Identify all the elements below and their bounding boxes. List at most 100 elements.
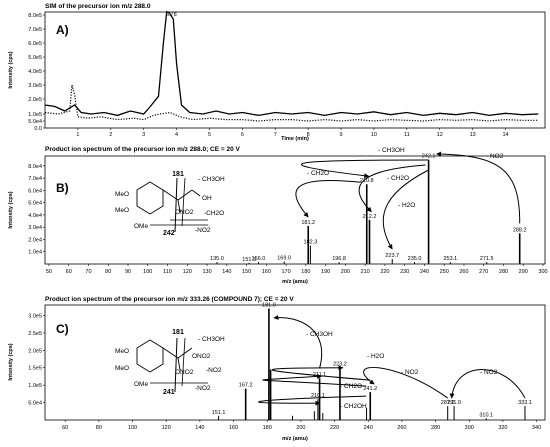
x-tick-label: 80 <box>96 425 102 431</box>
structure-label: MeO <box>115 191 129 198</box>
arrow-242-to-212 <box>358 164 426 213</box>
chain-bond <box>191 189 201 197</box>
y-axis-label: Intensity (cps) <box>8 51 14 88</box>
structure-label: OMe <box>134 381 148 388</box>
y-tick-label: 7.0e5 <box>28 27 42 33</box>
series-line-dotted <box>44 84 539 122</box>
x-tick-label: 6 <box>241 132 244 138</box>
structure-label: MeO <box>115 348 129 355</box>
peak-label: 212.2 <box>363 214 377 220</box>
chain-bond <box>162 347 179 359</box>
x-tick-label: 270 <box>479 269 488 275</box>
peak-label: 223.2 <box>333 362 347 368</box>
peak-label: 253.1 <box>443 256 457 262</box>
x-tick-label: 240 <box>420 269 429 275</box>
x-tick-label: 210 <box>361 269 370 275</box>
peak-label: 3.78 <box>166 12 177 18</box>
peak-label: 291.0 <box>447 400 461 406</box>
x-tick-label: 180 <box>263 425 272 431</box>
x-tick-label: 11 <box>404 132 410 138</box>
annotation-loss: - CH2O <box>387 175 409 182</box>
panel-b-frame <box>44 155 546 265</box>
x-axis-label: m/z (amu) <box>282 279 308 285</box>
x-axis-label: m/z (amu) <box>282 436 308 442</box>
structure-label: - CH3OH <box>198 336 225 343</box>
structure-label: - CH3OH <box>198 176 225 183</box>
x-tick-label: 100 <box>128 425 137 431</box>
cleavage-line <box>174 337 178 393</box>
annotation-loss: - NO2 <box>486 153 504 160</box>
x-tick-label: 14 <box>502 132 508 138</box>
cleavage-line <box>181 337 186 387</box>
structure-label: 181 <box>172 171 184 178</box>
x-tick-label: 9 <box>340 132 343 138</box>
panel-b-title: Product ion spectrum of the precursor io… <box>45 146 241 153</box>
panel-c-frame <box>44 304 546 421</box>
x-tick-label: 60 <box>62 425 68 431</box>
y-tick-label: 1.0e5 <box>28 112 42 118</box>
y-tick-label: 2.0e4 <box>28 237 42 243</box>
x-tick-label: 140 <box>222 269 231 275</box>
peak-label: 151.1 <box>212 410 226 416</box>
annotation-loss: - CH2O <box>307 170 329 177</box>
annotation-loss: - CH3OH <box>306 331 333 338</box>
x-tick-label: 10 <box>371 132 377 138</box>
x-axis-label: Time (min) <box>281 136 309 142</box>
x-tick-label: 280 <box>499 269 508 275</box>
structure-label: -NO2 <box>195 385 211 392</box>
x-tick-label: 250 <box>440 269 449 275</box>
annotation-loss: - CH2O <box>340 383 362 390</box>
x-tick-label: 200 <box>296 425 305 431</box>
x-tick-label: 160 <box>262 269 271 275</box>
cleavage-line <box>181 177 186 227</box>
panel-c-chart: Product ion spectrum of the precursor io… <box>8 296 546 442</box>
peak-label: 181.0 <box>262 302 276 308</box>
x-tick-label: 260 <box>397 425 406 431</box>
y-tick-label: 3.0e4 <box>28 225 42 231</box>
peak-label: 135.0 <box>210 256 224 262</box>
y-tick-label: 3.0e5 <box>28 83 42 89</box>
x-tick-label: 150 <box>242 269 251 275</box>
arrow-333-to-287 <box>449 369 526 399</box>
cleavage-line <box>174 177 178 233</box>
y-tick-label: 0.0 <box>34 126 42 132</box>
x-tick-label: 170 <box>282 269 291 275</box>
annotation-loss: - CH2OH <box>340 403 367 410</box>
y-axis-label: Intensity (cps) <box>8 343 14 380</box>
x-tick-label: 80 <box>105 269 111 275</box>
chain-bond <box>177 357 181 371</box>
x-tick-label: 70 <box>85 269 91 275</box>
x-tick-label: 220 <box>380 269 389 275</box>
y-tick-label: 1.0e5 <box>28 383 42 389</box>
structure-label: 242 <box>163 230 175 237</box>
annotation-loss: - H2O <box>398 202 415 209</box>
structure-label: MeO <box>115 207 129 214</box>
arrow-211-to-181 <box>273 315 323 369</box>
chain-bond <box>162 189 179 201</box>
peak-label: 235.0 <box>408 256 422 262</box>
structure-label: -NO2 <box>206 367 222 374</box>
y-tick-label: 4.0e4 <box>28 213 42 219</box>
panel-b-label: B) <box>56 181 69 195</box>
structure-label: 181 <box>172 329 184 336</box>
peak-label: 181.2 <box>301 220 315 226</box>
chain-bond <box>177 189 193 201</box>
annotation-loss: - NO2 <box>401 369 419 376</box>
x-tick-label: 120 <box>162 425 171 431</box>
peak-label: 271.5 <box>480 256 494 262</box>
panel-a-frame <box>44 11 546 129</box>
x-tick-label: 190 <box>321 269 330 275</box>
x-tick-label: 240 <box>364 425 373 431</box>
benzene-ring <box>136 181 164 215</box>
structure-label: OMe <box>134 223 148 230</box>
x-tick-label: 320 <box>498 425 507 431</box>
x-tick-label: 1 <box>76 132 79 138</box>
x-tick-label: 300 <box>465 425 474 431</box>
x-tick-label: 230 <box>400 269 409 275</box>
structure-label: -NO2 <box>195 227 211 234</box>
y-tick-label: 5.0e5 <box>28 55 42 61</box>
peak-label: 182.3 <box>304 240 318 246</box>
structure-label: OH <box>202 195 212 202</box>
arrow-241-to-210 <box>258 395 367 406</box>
